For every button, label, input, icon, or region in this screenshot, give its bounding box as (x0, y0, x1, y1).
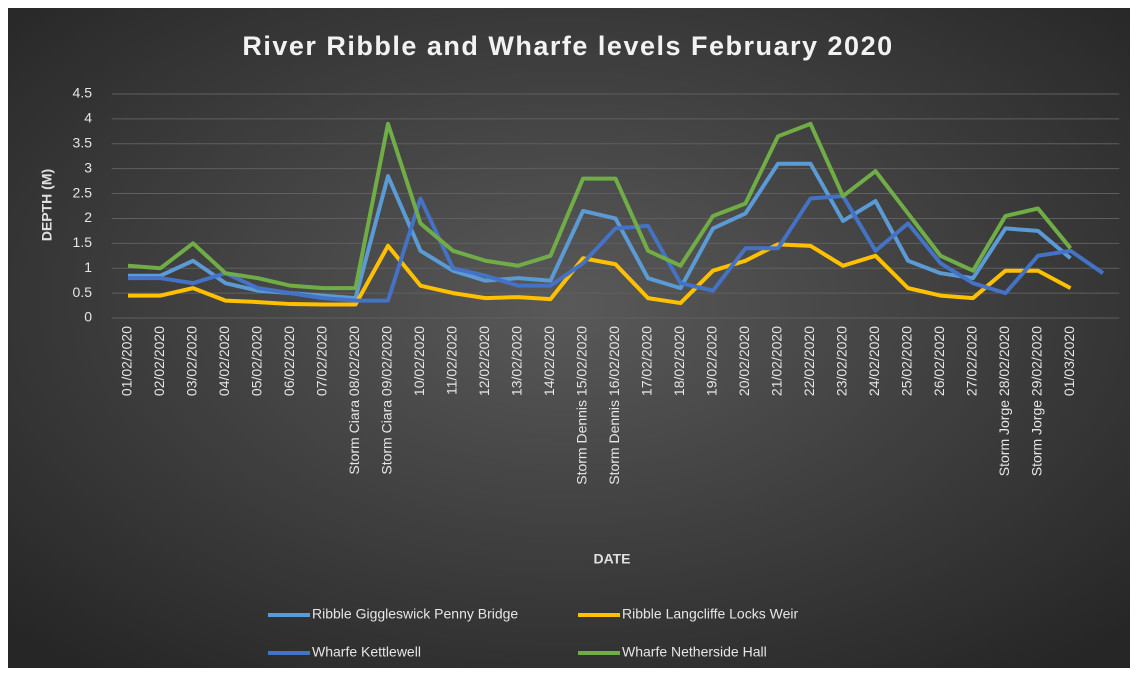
legend-label: Ribble Langcliffe Locks Weir (622, 606, 798, 622)
x-tick-label: 02/02/2020 (151, 326, 167, 396)
x-tick-label: 21/02/2020 (769, 326, 785, 396)
x-tick-label: 03/02/2020 (184, 326, 200, 396)
y-tick-label: 2.5 (73, 184, 93, 200)
y-tick-label: 1 (84, 259, 92, 275)
y-tick-label: 0 (84, 309, 92, 325)
x-tick-label: 25/02/2020 (899, 326, 915, 396)
y-tick-label: 2 (84, 209, 92, 225)
legend-label: Ribble Giggleswick Penny Bridge (312, 606, 518, 622)
x-tick-label: 12/02/2020 (476, 326, 492, 396)
y-tick-label: 4 (84, 110, 92, 126)
y-tick-label: 4.5 (73, 85, 93, 101)
x-tick-label: Storm Jorge 29/02/2020 (1029, 326, 1045, 476)
x-tick-label: 24/02/2020 (866, 326, 882, 396)
x-tick-label: 10/02/2020 (411, 326, 427, 396)
x-tick-label: 20/02/2020 (736, 326, 752, 396)
y-tick-label: 0.5 (73, 284, 93, 300)
x-tick-label: Storm Ciara 09/02/2020 (379, 326, 395, 475)
x-tick-label: Storm Jorge 28/02/2020 (996, 326, 1012, 476)
x-axis-title: DATE (593, 551, 630, 567)
y-tick-label: 1.5 (73, 234, 93, 250)
x-tick-label: 22/02/2020 (801, 326, 817, 396)
x-tick-label: 14/02/2020 (541, 326, 557, 396)
x-tick-label: 07/02/2020 (314, 326, 330, 396)
series-line (128, 242, 1072, 307)
chart-title: River Ribble and Wharfe levels February … (242, 31, 893, 61)
x-tick-label: 13/02/2020 (509, 326, 525, 396)
chart-background (8, 8, 1130, 668)
x-tick-label: 11/02/2020 (444, 326, 460, 395)
series-line (128, 194, 1105, 303)
x-tick-label: 26/02/2020 (931, 326, 947, 396)
x-tick-label: Storm Ciara 08/02/2020 (346, 326, 362, 475)
y-tick-label: 3 (84, 159, 92, 175)
series-line (127, 121, 1073, 291)
x-tick-label: 27/02/2020 (964, 326, 980, 396)
legend-label: Wharfe Netherside Hall (622, 644, 767, 660)
x-tick-label: 01/02/2020 (119, 326, 135, 396)
y-tick-label: 3.5 (73, 134, 93, 150)
y-axis-title: DEPTH (M) (39, 169, 55, 241)
x-tick-label: 18/02/2020 (671, 326, 687, 396)
x-tick-label: 17/02/2020 (639, 326, 655, 396)
legend-label: Wharfe Kettlewell (312, 644, 421, 660)
x-tick-label: Storm Dennis 16/02/2020 (606, 326, 622, 485)
x-tick-label: 05/02/2020 (249, 326, 265, 396)
x-tick-label: 19/02/2020 (704, 326, 720, 396)
x-tick-label: 04/02/2020 (216, 326, 232, 396)
x-tick-label: 01/03/2020 (1061, 326, 1077, 396)
x-tick-label: Storm Dennis 15/02/2020 (574, 326, 590, 485)
x-tick-label: 06/02/2020 (281, 326, 297, 396)
x-tick-label: 23/02/2020 (834, 326, 850, 396)
